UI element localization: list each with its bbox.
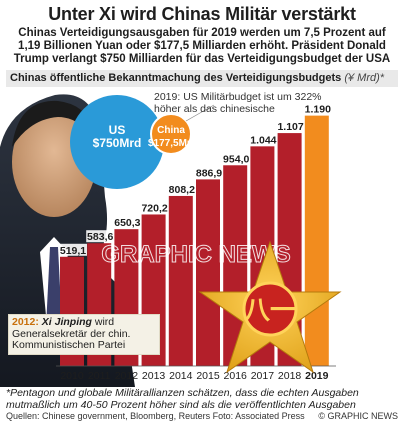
value-label-2012: 650,3 xyxy=(114,217,140,229)
value-label-bg xyxy=(276,120,305,133)
value-label-bg xyxy=(303,102,332,115)
category-label-2016: 2016 xyxy=(224,370,248,382)
china-budget-bubble xyxy=(150,113,192,155)
footnote: *Pentagon und globale Militärallianzen s… xyxy=(6,387,359,411)
bar-2015 xyxy=(196,179,220,366)
china-bubble-label: China $177,5Mrd xyxy=(148,124,197,150)
xi-note: 2012: Xi Jinping wird Generalsekretär de… xyxy=(8,314,160,355)
value-label-2017: 1.044 xyxy=(250,134,276,146)
headline: Unter Xi wird Chinas Militär verstärkt xyxy=(48,4,356,24)
china-value: $177,5Mrd xyxy=(148,138,197,149)
value-label-bg xyxy=(249,133,278,146)
value-label-2014: 808,2 xyxy=(169,184,195,196)
chart-header: Chinas öffentliche Bekanntmachung des Ve… xyxy=(6,70,398,87)
svg-text:八一: 八一 xyxy=(244,295,296,325)
callout-line xyxy=(185,104,215,122)
value-label-2011: 583,6 xyxy=(87,231,113,243)
pla-star-icon: 八一 xyxy=(198,240,342,374)
category-label-2012: 2012 xyxy=(115,370,139,382)
us-label: US xyxy=(108,123,126,137)
category-label-2019: 2019 xyxy=(305,370,329,382)
value-label-bg xyxy=(222,152,251,165)
us-bubble-label: US $750Mrd xyxy=(88,124,146,150)
bar-2019 xyxy=(304,115,329,367)
xi-note-name: Xi Jinping xyxy=(41,316,92,328)
value-label-2018: 1.107 xyxy=(277,121,303,133)
us-budget-bubble xyxy=(70,95,164,189)
bar-2014 xyxy=(168,195,193,366)
footer: Quellen: Chinese government, Bloomberg, … xyxy=(6,411,398,421)
xi-note-year: 2012: xyxy=(12,316,39,328)
value-label-bg xyxy=(140,201,169,214)
category-label-2010: 2010 xyxy=(60,370,84,382)
value-label-2016: 954,0 xyxy=(223,153,249,165)
comparison-note: 2019: US Militärbudget ist um 322% höher… xyxy=(154,91,322,115)
value-label-bg xyxy=(59,243,87,256)
value-label-2010: 519,1 xyxy=(60,245,86,257)
xi-note-text: wird Generalsekretär der chin. Kommunist… xyxy=(12,316,131,351)
category-label-2018: 2018 xyxy=(278,370,302,382)
chart-unit: (¥ Mrd)* xyxy=(344,72,385,84)
category-label-2017: 2017 xyxy=(251,370,275,382)
value-label-bg xyxy=(167,182,196,195)
value-label-bg xyxy=(195,166,223,179)
category-label-2015: 2015 xyxy=(196,370,220,382)
us-value: $750Mrd xyxy=(92,136,142,150)
category-label-2011: 2011 xyxy=(88,370,111,382)
sources: Quellen: Chinese government, Bloomberg, … xyxy=(6,411,305,421)
category-label-2014: 2014 xyxy=(169,370,193,382)
value-label-2013: 720,2 xyxy=(141,202,167,214)
intro-text: Chinas Verteidigungsausgaben für 2019 we… xyxy=(13,27,391,65)
value-label-bg xyxy=(86,230,115,243)
watermark: GRAPHIC NEWS xyxy=(101,241,290,268)
value-label-bg xyxy=(113,216,142,229)
china-label: China xyxy=(157,125,185,136)
credit: © GRAPHIC NEWS xyxy=(318,411,398,421)
category-label-2013: 2013 xyxy=(142,370,166,382)
value-label-2019: 1.190 xyxy=(305,104,331,116)
value-label-2015: 886,9 xyxy=(196,167,222,179)
hair-shape xyxy=(12,100,96,147)
chart-title: Chinas öffentliche Bekanntmachung des Ve… xyxy=(10,72,342,84)
